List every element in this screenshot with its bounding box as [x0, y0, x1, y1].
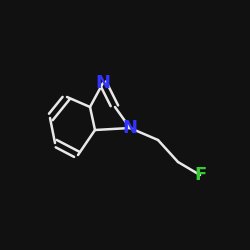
Text: F: F — [194, 166, 206, 184]
Text: N: N — [122, 119, 138, 137]
Text: N: N — [96, 74, 110, 92]
